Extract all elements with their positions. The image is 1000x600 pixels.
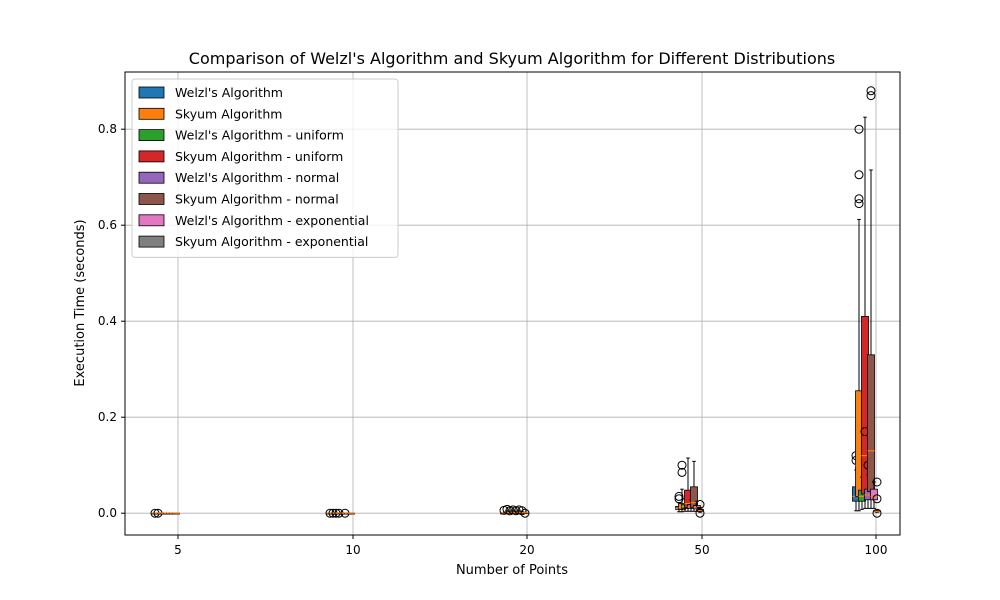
legend-item: Skyum Algorithm: [138, 106, 282, 121]
legend: Welzl's Algorithm Skyum Algorithm Welzl's …: [131, 78, 399, 258]
legend-swatch: [138, 171, 165, 184]
outlier-point: [674, 494, 684, 504]
legend-swatch: [138, 86, 165, 99]
x-axis-label: Number of Points: [456, 563, 568, 578]
legend-label: Skyum Algorithm: [175, 106, 282, 121]
outlier-point: [866, 86, 876, 96]
outlier-point: [854, 194, 864, 204]
legend-swatch: [138, 150, 165, 163]
outlier-point: [695, 508, 705, 518]
y-axis-label: Execution Time (seconds): [73, 219, 88, 386]
box-body: [867, 354, 875, 492]
legend-swatch: [138, 107, 165, 120]
legend-swatch: [138, 214, 165, 227]
outlier-point: [517, 506, 527, 516]
legend-label: Skyum Algorithm - normal: [175, 192, 339, 207]
legend-item: Skyum Algorithm - exponential: [138, 234, 368, 249]
series-8: [172, 477, 882, 518]
chart-title: Comparison of Welzl's Algorithm and Skyu…: [189, 49, 835, 68]
y-tick-label: 0.8: [98, 122, 117, 136]
outlier-point: [854, 170, 864, 180]
box-20: [520, 508, 530, 518]
legend-swatch: [138, 193, 165, 205]
box-50: [695, 500, 705, 518]
legend-item: Welzl's Algorithm - normal: [138, 170, 339, 185]
plot-frame: [124, 71, 901, 536]
y-tick-label: 0.4: [98, 314, 117, 328]
legend-label: Welzl's Algorithm - exponential: [175, 213, 369, 228]
box-groups: [150, 86, 882, 518]
y-tick-label: 0.2: [98, 410, 117, 424]
x-axis-ticks: 5 10 20 50 100: [174, 535, 887, 557]
legend-swatch: [138, 235, 165, 248]
y-axis-ticks: 0.0 0.2 0.4 0.6 0.8: [98, 122, 125, 520]
x-tick-label: 20: [519, 543, 534, 557]
legend-item: Skyum Algorithm - uniform: [138, 149, 343, 164]
legend-swatch: [138, 129, 165, 142]
y-tick-label: 0.6: [98, 218, 117, 232]
outlier-point: [695, 500, 705, 510]
outlier-point: [854, 199, 864, 209]
legend-frame: [131, 78, 399, 258]
y-tick-label: 0.0: [98, 506, 117, 520]
legend-label: Skyum Algorithm - uniform: [175, 149, 343, 164]
box-100: [872, 477, 882, 518]
x-tick-label: 5: [174, 543, 182, 557]
outlier-point: [854, 124, 864, 134]
box-10: [347, 512, 355, 515]
x-tick-label: 50: [694, 543, 709, 557]
box-5: [172, 512, 180, 515]
outlier-point: [674, 491, 684, 501]
outlier-point: [866, 91, 876, 101]
legend-item: Skyum Algorithm - normal: [138, 192, 339, 207]
outlier-point: [677, 467, 687, 477]
outlier-point: [677, 460, 687, 470]
legend-label: Welzl's Algorithm: [175, 85, 283, 100]
legend-item: Welzl's Algorithm: [138, 85, 283, 100]
legend-label: Welzl's Algorithm - normal: [175, 170, 339, 185]
outlier-point: [872, 508, 882, 518]
legend-label: Welzl's Algorithm - uniform: [175, 128, 344, 143]
outlier-point: [520, 508, 530, 518]
legend-item: Welzl's Algorithm - uniform: [138, 128, 344, 143]
legend-label: Skyum Algorithm - exponential: [175, 234, 368, 249]
legend-item: Welzl's Algorithm - exponential: [138, 213, 369, 228]
x-tick-label: 10: [345, 543, 360, 557]
x-tick-label: 100: [865, 543, 888, 557]
outlier-point: [872, 477, 882, 487]
outlier-point: [872, 494, 882, 504]
